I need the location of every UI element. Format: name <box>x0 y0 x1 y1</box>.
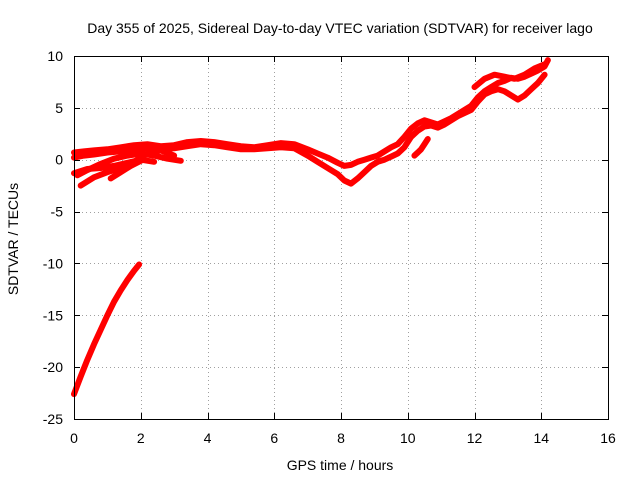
y-tick-label: 10 <box>47 48 63 64</box>
y-tick-label: -5 <box>51 204 64 220</box>
series-line-track-upper <box>471 61 548 91</box>
x-tick-label: 12 <box>467 430 483 446</box>
y-tick-label: -25 <box>43 411 63 427</box>
axis-ticks <box>74 56 609 420</box>
y-tick-label: -20 <box>43 359 63 375</box>
x-axis-label: GPS time / hours <box>287 457 394 473</box>
x-tick-label: 0 <box>70 430 78 446</box>
series-line-track-lower <box>71 71 548 187</box>
data-series <box>71 57 551 398</box>
series-line-track-dip <box>411 136 431 159</box>
series-line-track-main <box>71 57 551 169</box>
series-line-track-steep <box>71 261 143 398</box>
y-tick-label: -10 <box>43 255 63 271</box>
x-tick-label: 4 <box>204 430 212 446</box>
x-tick-label: 6 <box>270 430 278 446</box>
x-tick-label: 2 <box>137 430 145 446</box>
y-tick-label: -15 <box>43 307 63 323</box>
y-tick-label: 0 <box>55 152 63 168</box>
x-tick-label: 8 <box>337 430 345 446</box>
series-line-track-left-short <box>107 157 144 182</box>
y-axis-label: SDTVAR / TECUs <box>5 183 21 295</box>
x-tick-label: 10 <box>400 430 416 446</box>
chart-title: Day 355 of 2025, Sidereal Day-to-day VTE… <box>87 20 593 36</box>
y-tick-labels: 10 5 0 -5 -10 -15 -20 -25 <box>43 48 63 427</box>
x-tick-labels: 0 2 4 6 8 10 12 14 16 <box>70 430 616 446</box>
x-tick-label: 14 <box>533 430 549 446</box>
x-tick-label: 16 <box>600 430 616 446</box>
y-tick-label: 5 <box>55 100 63 116</box>
